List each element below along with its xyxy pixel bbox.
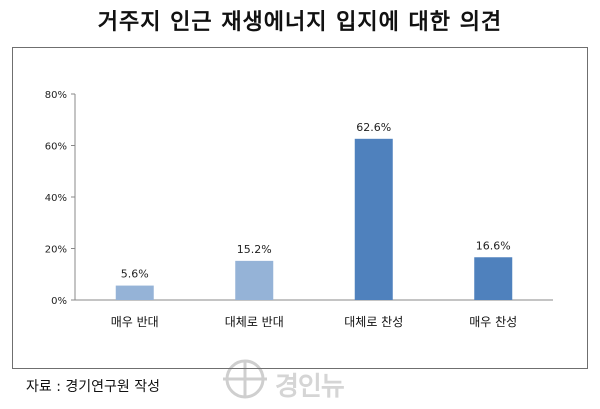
x-category-label: 매우 반대 <box>111 315 159 329</box>
bar <box>354 138 393 300</box>
bar <box>235 260 274 300</box>
bar <box>115 285 154 300</box>
data-label: 15.2% <box>237 243 272 256</box>
y-tick-label: 60% <box>45 142 67 153</box>
y-tick-label: 20% <box>45 245 67 256</box>
y-tick-label: 80% <box>45 90 67 101</box>
chart-title: 거주지 인근 재생에너지 입지에 대한 의견 <box>97 10 503 35</box>
bar-chart: 0% 20% 40% 60% 80% 5.6% 매우 반대 15.2% 대체로 반대 62.6% 대… <box>45 90 553 329</box>
x-category-label: 대체로 반대 <box>225 315 284 329</box>
data-label: 5.6% <box>121 268 149 281</box>
x-category-label: 매우 찬성 <box>469 314 517 329</box>
bar <box>474 257 513 300</box>
x-category-label: 대체로 찬성 <box>344 314 403 329</box>
watermark-name: 경인뉴 <box>275 372 345 402</box>
source-note: 자료 : 경기연구원 작성 <box>26 379 160 395</box>
y-tick-label: 40% <box>45 193 67 204</box>
data-label: 16.6% <box>476 239 511 252</box>
watermark-emblem-icon <box>223 359 267 399</box>
data-label: 62.6% <box>356 121 391 134</box>
y-tick-label: 0% <box>51 296 67 307</box>
watermark-logo: 경인뉴 <box>215 352 355 407</box>
chart-frame: 0% 20% 40% 60% 80% 5.6% 매우 반대 15.2% 대체로 반대 62.6% 대… <box>12 47 588 369</box>
